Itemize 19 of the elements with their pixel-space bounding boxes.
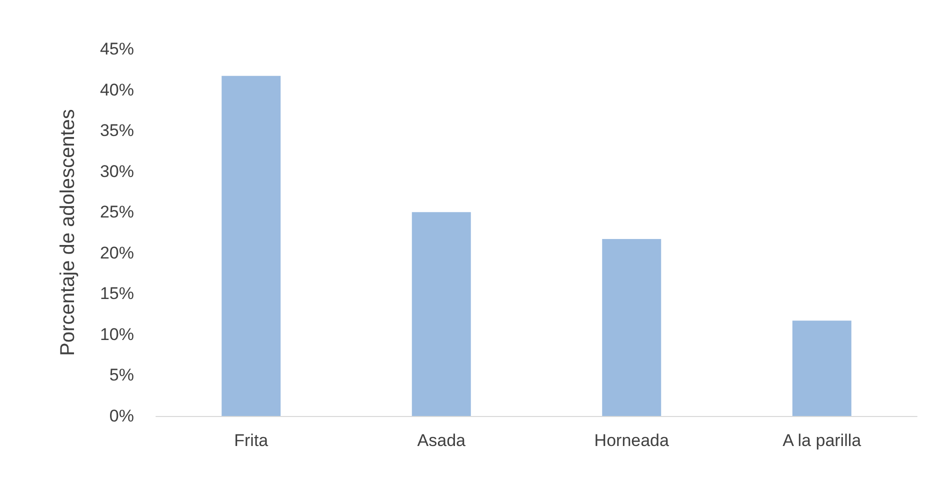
x-tick-label: A la parilla [782,431,862,450]
y-tick-label: 0% [109,406,134,426]
x-tick-label: Asada [417,431,466,450]
y-tick-label: 40% [100,80,134,100]
y-tick-label: 5% [109,366,134,385]
y-tick-label: 20% [100,243,134,262]
y-tick-label: 25% [100,202,134,222]
bar [792,320,852,416]
y-tick-label: 10% [100,324,134,344]
y-tick-label: 15% [100,284,134,304]
bar [412,212,471,416]
y-tick-label: 35% [100,121,134,140]
x-tick-label: Horneada [594,431,670,450]
y-axis-title: Porcentaje de adolescentes [57,109,79,356]
bar [602,239,662,416]
bar [222,76,281,416]
x-tick-label: Frita [234,431,269,450]
y-tick-label: 30% [100,162,134,181]
y-tick-label: 45% [100,40,134,58]
